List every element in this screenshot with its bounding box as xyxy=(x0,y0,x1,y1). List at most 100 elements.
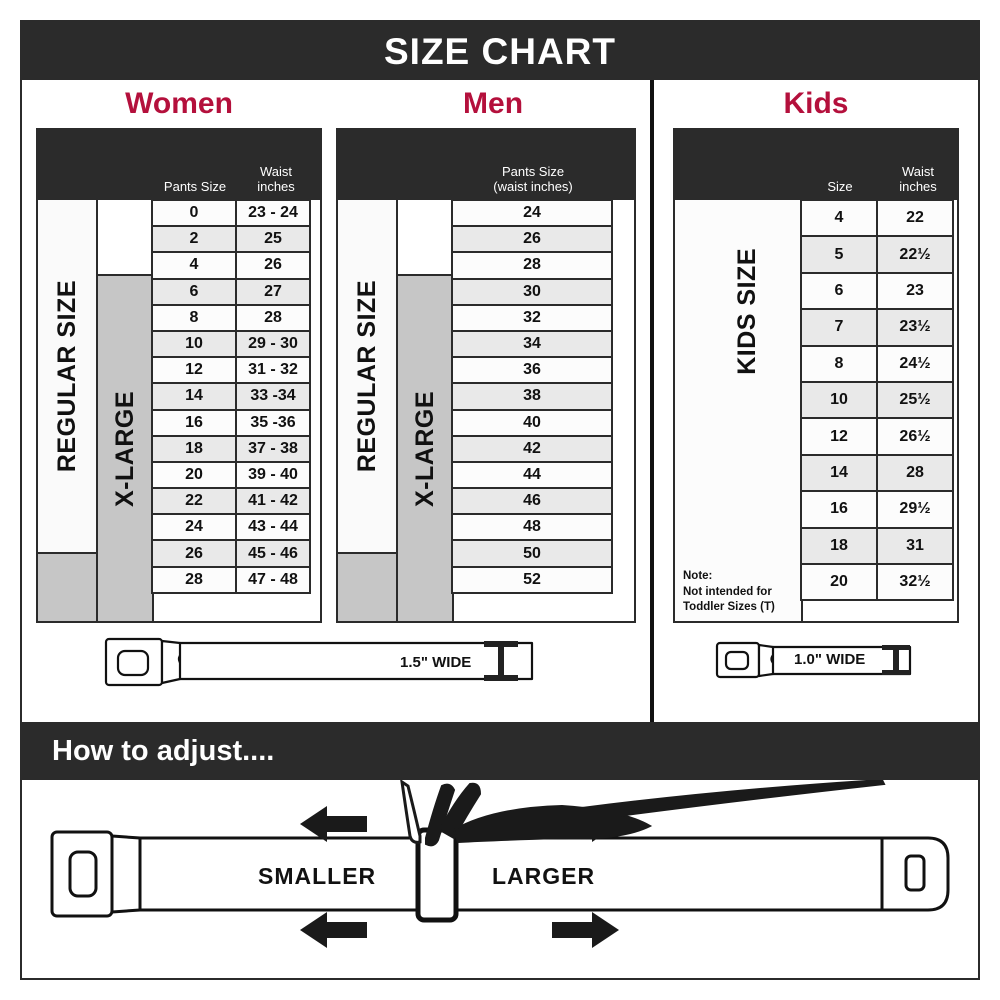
table-row: 16 35 -36 xyxy=(151,408,320,437)
women-cell: 10 xyxy=(151,329,237,359)
table-row: 40 xyxy=(451,408,634,437)
kids-cell: 31 xyxy=(876,526,954,565)
women-regular-size-band: REGULAR SIZE xyxy=(36,198,98,554)
table-row: 34 xyxy=(451,329,634,359)
men-cell: 28 xyxy=(451,251,614,280)
kids-cell: 5 xyxy=(800,235,878,274)
women-regular-size-label: REGULAR SIZE xyxy=(52,279,81,473)
kids-cell: 16 xyxy=(800,490,878,529)
women-rows-wrap: REGULAR SIZE X-LARGE 0 23 - 24 2 25 4 26 6 27 8 2… xyxy=(36,198,320,623)
women-cell: 26 xyxy=(151,539,237,568)
women-xlarge-label: X-LARGE xyxy=(110,390,139,507)
section-kids: Kids Size Waist inches KIDS SIZE xyxy=(654,80,978,722)
kids-size-panel: KIDS SIZE Note: Not intended for Toddler… xyxy=(673,198,803,623)
men-cell: 50 xyxy=(451,539,614,568)
table-row: 12 26½ xyxy=(800,417,957,456)
table-row: 38 xyxy=(451,382,634,411)
table-row: 46 xyxy=(451,487,634,516)
men-cell: 48 xyxy=(451,513,614,542)
women-cell: 27 xyxy=(235,277,311,306)
men-cell: 46 xyxy=(451,487,614,516)
smaller-label: SMALLER xyxy=(258,863,377,889)
table-row: 7 23½ xyxy=(800,308,957,347)
width-measure-marker xyxy=(882,645,910,675)
kids-heading: Kids xyxy=(783,87,849,120)
kids-header-waist: Waist inches xyxy=(899,164,937,195)
tables-area: Women Pants Size Waist inches xyxy=(22,80,978,722)
men-xlarge-band: X-LARGE xyxy=(396,274,455,623)
table-row: 24 xyxy=(451,199,634,228)
kids-cell: 23 xyxy=(876,271,954,311)
men-cell: 42 xyxy=(451,434,614,463)
women-cell: 20 xyxy=(151,460,237,490)
women-cell: 12 xyxy=(151,356,237,385)
kids-cell: 12 xyxy=(800,417,878,456)
women-cell: 2 xyxy=(151,225,237,254)
men-regular-size-band: REGULAR SIZE xyxy=(336,198,399,554)
men-cell: 34 xyxy=(451,329,614,359)
women-belt-illustration: 1.5" WIDE xyxy=(22,623,534,707)
women-table-header: Pants Size Waist inches xyxy=(38,130,321,200)
table-row: 6 27 xyxy=(151,277,320,306)
page-title: SIZE CHART xyxy=(384,30,616,72)
men-regular-size-label: REGULAR SIZE xyxy=(352,279,381,473)
kids-cell: 29½ xyxy=(876,490,954,529)
table-row: 28 47 - 48 xyxy=(151,565,320,594)
women-cell: 24 xyxy=(151,513,237,542)
kids-cell: 7 xyxy=(800,308,878,347)
men-cell: 40 xyxy=(451,408,614,437)
men-header-pants-size: Pants Size (waist inches) xyxy=(493,164,573,195)
kids-rows-wrap: KIDS SIZE Note: Not intended for Toddler… xyxy=(673,198,957,623)
women-cell: 29 - 30 xyxy=(235,329,311,359)
table-row: 36 xyxy=(451,356,634,385)
chart-frame: SIZE CHART Women Pants Size Waist inches xyxy=(20,20,980,980)
belt-diagram-wide xyxy=(104,637,534,687)
kids-size-band: KIDS SIZE Note: Not intended for Toddler… xyxy=(673,198,803,623)
kids-note-line-2: Not intended for xyxy=(683,585,772,598)
kids-cell: 22½ xyxy=(876,235,954,274)
table-row: 22 41 - 42 xyxy=(151,487,320,516)
women-cell: 4 xyxy=(151,251,237,280)
table-row: 50 xyxy=(451,539,634,568)
women-cell: 39 - 40 xyxy=(235,460,311,490)
women-header-pants-size: Pants Size xyxy=(163,179,227,195)
kids-cell: 26½ xyxy=(876,417,954,456)
men-cell: 36 xyxy=(451,356,614,385)
women-table: Pants Size Waist inches REGULAR SIZE X-LA xyxy=(36,128,323,623)
kids-cell: 32½ xyxy=(876,562,954,602)
table-row: 14 28 xyxy=(800,453,957,493)
table-row: 5 22½ xyxy=(800,235,957,274)
arrow-larger-bottom xyxy=(552,912,619,948)
table-row: 4 26 xyxy=(151,251,320,280)
table-row: 6 23 xyxy=(800,271,957,311)
women-cell: 45 - 46 xyxy=(235,539,311,568)
women-heading-wrap: Women xyxy=(22,80,336,128)
women-cell: 25 xyxy=(235,225,311,254)
kids-data-rows: 4 22 5 22½ 6 23 7 23½ 8 24½ 10 25½ 12 26½ 14 28 16 29½ 18 3… xyxy=(800,199,957,621)
kids-table-header: Size Waist inches xyxy=(675,130,957,200)
table-row: 26 xyxy=(451,225,634,254)
section-divider xyxy=(650,80,654,722)
women-heading: Women xyxy=(125,87,233,120)
men-cell: 52 xyxy=(451,565,614,594)
women-cell: 47 - 48 xyxy=(235,565,311,594)
table-row: 10 29 - 30 xyxy=(151,329,320,359)
men-cell: 24 xyxy=(451,199,614,228)
arrow-smaller-top xyxy=(300,806,367,842)
kids-cell: 6 xyxy=(800,271,878,311)
women-cell: 43 - 44 xyxy=(235,513,311,542)
table-row: 18 31 xyxy=(800,526,957,565)
men-heading-wrap: Men xyxy=(336,80,650,128)
table-row: 10 25½ xyxy=(800,380,957,420)
women-cell: 0 xyxy=(151,199,237,228)
table-row: 18 37 - 38 xyxy=(151,434,320,463)
men-cell: 26 xyxy=(451,225,614,254)
kids-note: Note: Not intended for Toddler Sizes (T) xyxy=(683,569,775,615)
belt-adjust-diagram xyxy=(50,780,950,948)
table-row: 0 23 - 24 xyxy=(151,199,320,228)
men-cell: 30 xyxy=(451,277,614,306)
women-cell: 16 xyxy=(151,408,237,437)
kids-cell: 4 xyxy=(800,199,878,238)
kids-header-size: Size xyxy=(827,179,853,195)
